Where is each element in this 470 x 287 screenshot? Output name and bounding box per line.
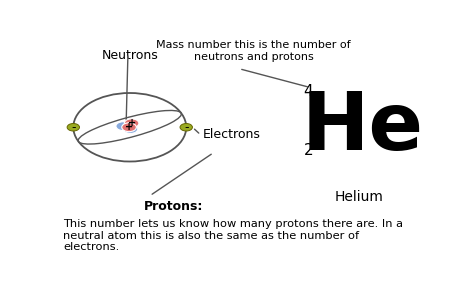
Text: Helium: Helium	[335, 190, 384, 204]
Circle shape	[123, 125, 138, 133]
Circle shape	[67, 123, 79, 131]
Text: +: +	[127, 118, 136, 128]
Circle shape	[180, 123, 192, 131]
Circle shape	[116, 122, 131, 131]
Text: This number lets us know how many protons there are. In a
neutral atom this is a: This number lets us know how many proton…	[63, 219, 403, 252]
Text: He: He	[302, 89, 424, 167]
Text: 4: 4	[304, 84, 313, 99]
Text: Protons:: Protons:	[144, 200, 203, 213]
Circle shape	[122, 123, 136, 132]
Text: -: -	[71, 121, 76, 134]
Text: -: -	[184, 121, 188, 134]
Text: Neutrons: Neutrons	[102, 49, 158, 62]
Circle shape	[125, 119, 139, 128]
Text: Electrons: Electrons	[203, 129, 260, 141]
Text: +: +	[125, 122, 133, 132]
Text: 2: 2	[304, 143, 313, 158]
Text: Mass number this is the number of
neutrons and protons: Mass number this is the number of neutro…	[157, 40, 351, 62]
